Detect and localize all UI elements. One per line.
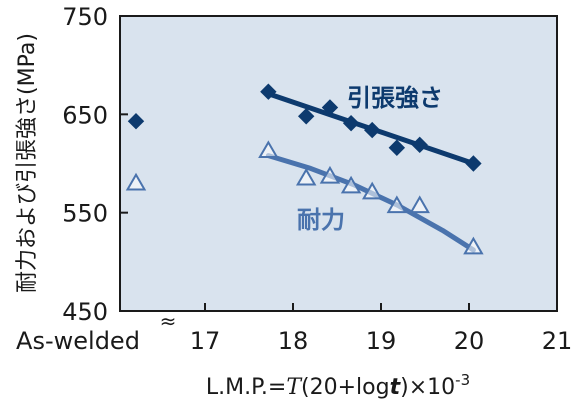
y-tick-label: 650 <box>62 101 108 129</box>
axis-break-mark: ≈ <box>160 309 177 333</box>
series-0-point <box>297 108 315 125</box>
series-layer <box>125 83 484 255</box>
x-axis-title: L.M.P.=T(20+logt)×10-3 <box>206 371 470 400</box>
series-0-point <box>388 139 406 156</box>
y-tick-label: 550 <box>62 200 108 228</box>
x-axis-title-suffix: )×10 <box>400 375 455 400</box>
x-axis-title-prefix: L.M.P.= <box>206 375 287 400</box>
y-axis-title: 耐力および引張強さ(MPa) <box>15 33 40 293</box>
x-axis-title-t: t <box>390 375 402 400</box>
x-tick-label: As-welded <box>16 327 140 355</box>
series-0-point <box>465 155 482 172</box>
series-0-point <box>363 121 381 139</box>
series-1-point <box>258 140 279 159</box>
series-label-yield: 耐力 <box>297 206 345 234</box>
y-tick-label: 450 <box>62 298 108 326</box>
series-1-point <box>319 165 341 184</box>
series-1-point <box>340 175 362 194</box>
plot-area <box>119 15 558 312</box>
tick-layer: As-welded 17 18 19 20 21 ≈450 550 650 750 <box>16 3 572 355</box>
series-1-point <box>295 167 317 186</box>
series-1-point <box>386 195 408 214</box>
x-tick-label: 20 <box>454 327 485 355</box>
series-1-point <box>361 181 383 200</box>
series-1-point <box>125 172 147 191</box>
series-label-tensile: 引張強さ <box>347 84 443 112</box>
x-tick-label: 19 <box>366 327 397 355</box>
x-axis-title-T: T <box>286 375 303 400</box>
x-axis-title-mid: (20+log <box>301 375 390 400</box>
series-1-point <box>463 236 484 255</box>
series-0-point <box>321 99 339 116</box>
x-axis-title-exponent: -3 <box>455 371 470 389</box>
series-0-point <box>127 113 145 130</box>
x-tick-label: 17 <box>190 327 221 355</box>
x-tick-label: 18 <box>278 327 309 355</box>
series-0-point <box>260 83 277 100</box>
axis-layer <box>120 113 470 311</box>
x-tick-label: 21 <box>542 327 573 355</box>
series-0-point <box>342 114 360 132</box>
y-tick-label: 750 <box>62 3 108 31</box>
series-1-point <box>409 195 430 214</box>
series-0-point <box>411 136 428 154</box>
